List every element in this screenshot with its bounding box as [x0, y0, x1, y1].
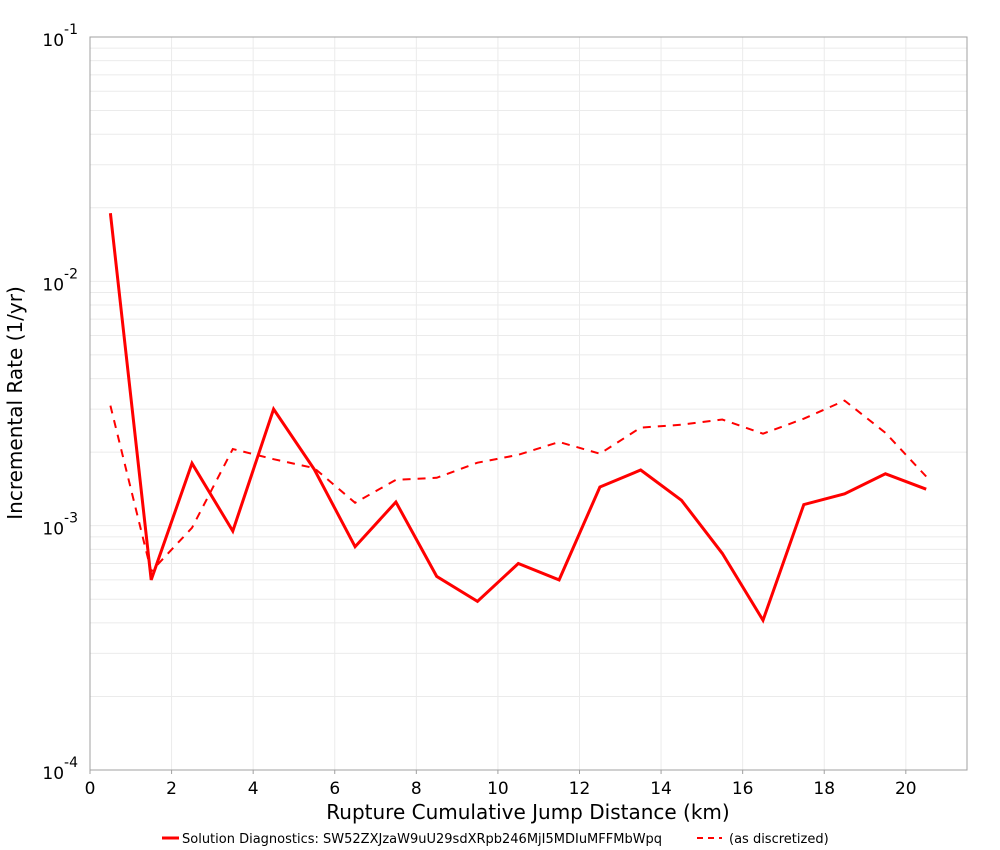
x-tick-label: 14 — [650, 779, 672, 799]
series-line-solution — [108, 213, 927, 624]
x-tick-label: 18 — [813, 779, 835, 799]
y-tick-label: 10-2 — [42, 266, 78, 295]
x-tick-label: 4 — [248, 779, 259, 799]
x-tick-label: 12 — [569, 779, 591, 799]
legend: Solution Diagnostics: SW52ZXJzaW9uU29sdX… — [162, 832, 829, 847]
y-tick-label: 10-4 — [42, 755, 78, 784]
plot-area — [90, 37, 967, 770]
data-series — [108, 213, 927, 624]
x-tick-label: 10 — [487, 779, 509, 799]
y-tick-label: 10-1 — [42, 22, 78, 51]
x-tick-label: 8 — [411, 779, 422, 799]
x-axis-ticks: 0 2 4 6 8 10 12 14 16 18 20 — [85, 770, 917, 799]
plot-border — [89, 36, 968, 771]
y-axis-title: Incremental Rate (1/yr) — [3, 286, 27, 519]
x-tick-label: 0 — [85, 779, 96, 799]
x-tick-label: 2 — [166, 779, 177, 799]
legend-label-discretized: (as discretized) — [729, 832, 829, 847]
y-axis-ticks: 10-1 10-2 10-3 10-4 — [42, 22, 78, 784]
series-line-discretized — [109, 399, 927, 574]
x-tick-label: 20 — [895, 779, 917, 799]
legend-label-solution: Solution Diagnostics: SW52ZXJzaW9uU29sdX… — [182, 832, 662, 847]
x-tick-label: 6 — [329, 779, 340, 799]
x-axis-title: Rupture Cumulative Jump Distance (km) — [326, 800, 729, 824]
x-tick-label: 16 — [732, 779, 754, 799]
y-tick-label: 10-3 — [42, 511, 78, 540]
